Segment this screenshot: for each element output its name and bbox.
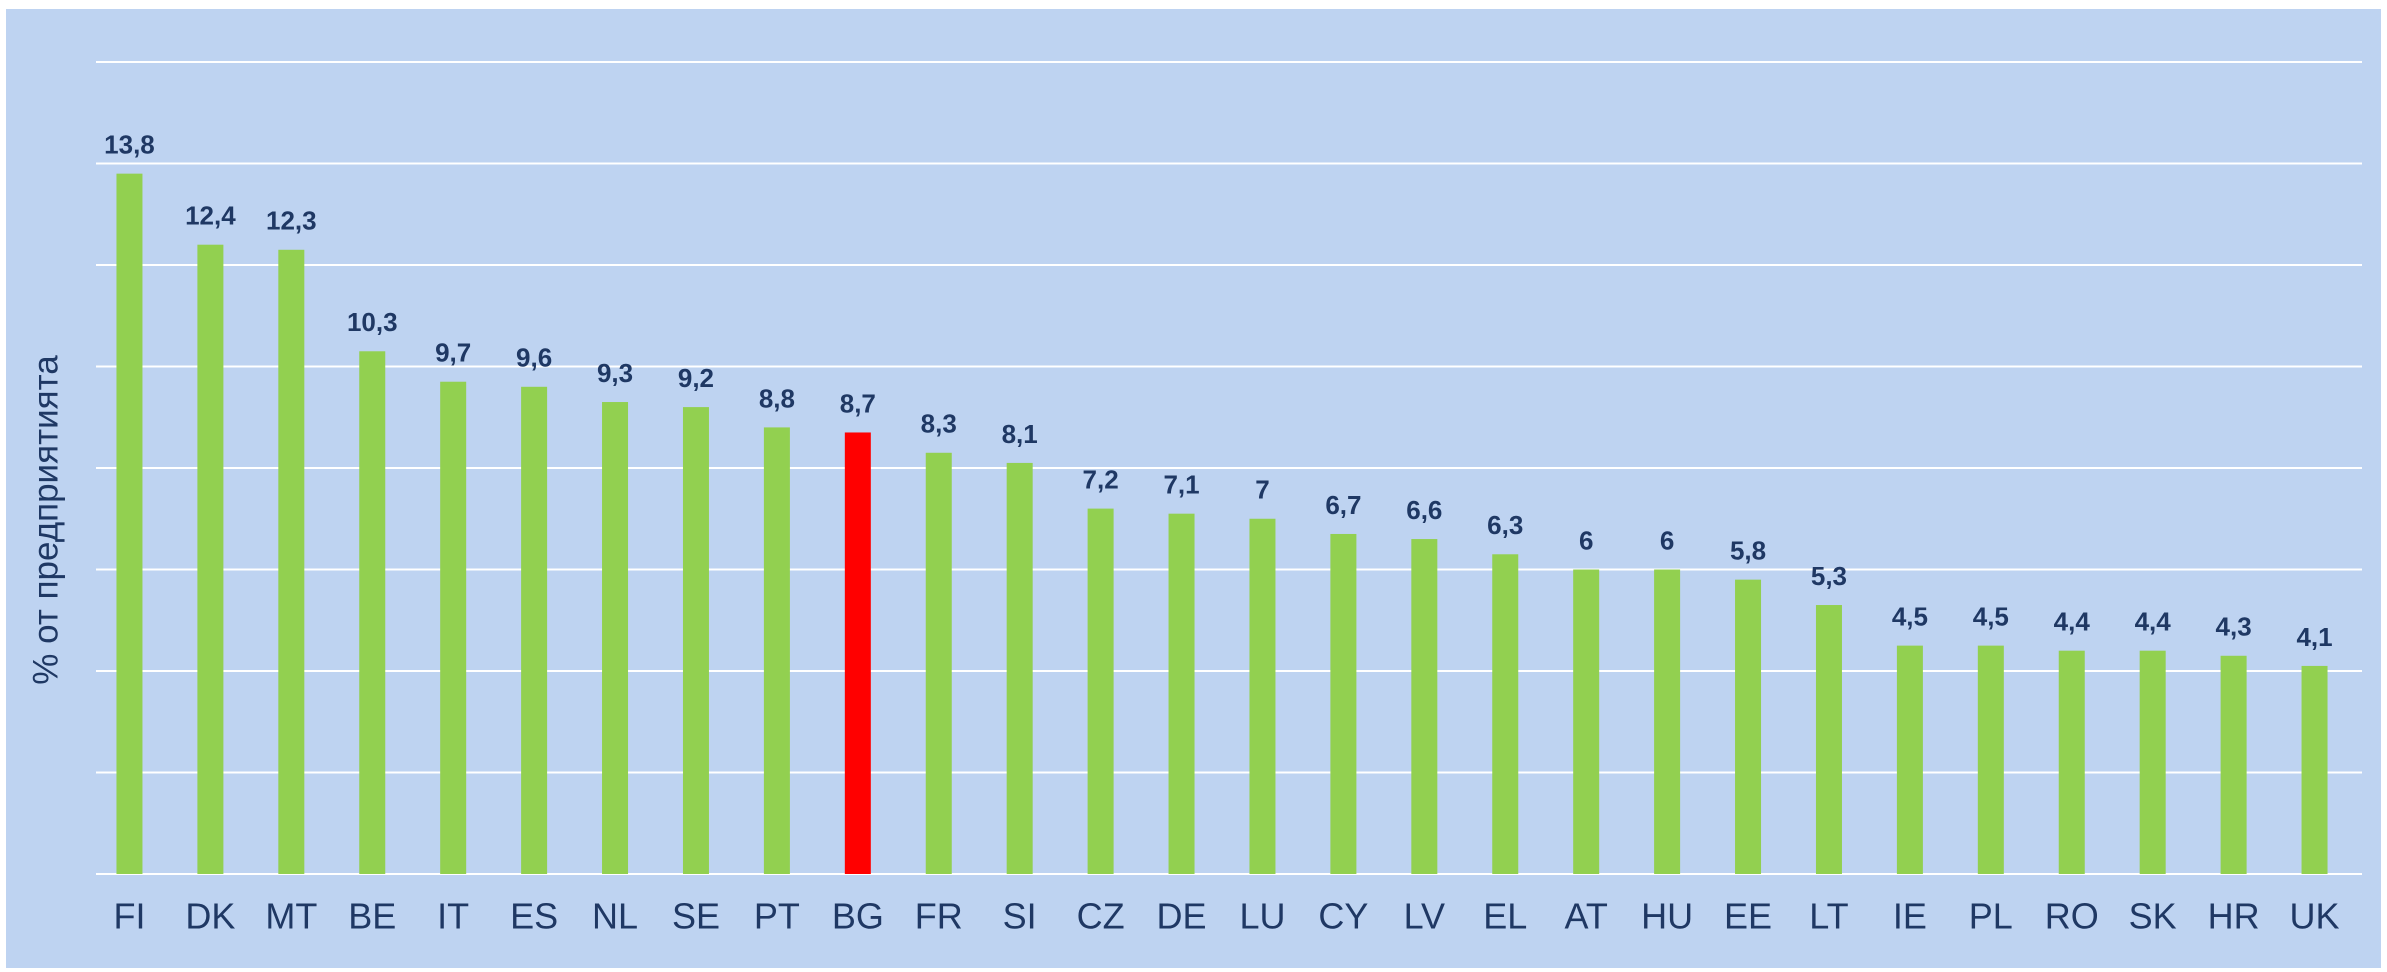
bar [1249,518,1276,874]
data-label: 4,5 [1892,602,1928,632]
data-label: 4,1 [2296,622,2332,652]
bar [2139,650,2166,874]
bar [1573,569,1600,874]
data-label: 9,2 [678,363,714,393]
data-label: 12,3 [266,206,317,236]
bar [1330,533,1357,874]
data-label: 7,2 [1083,464,1119,494]
x-tick-label: DE [1157,896,1207,937]
bar [197,244,224,874]
bar [925,452,952,874]
x-tick-label: HR [2208,896,2260,937]
x-tick-label: LV [1404,896,1445,937]
bar [1492,554,1519,874]
x-tick-label: SK [2129,896,2177,937]
data-label: 8,7 [840,388,876,418]
bar [602,402,629,874]
data-label: 8,3 [921,409,957,439]
data-label: 6 [1660,525,1674,555]
bar [1168,513,1195,874]
x-tick-label: DK [185,896,235,937]
bar [2220,655,2247,874]
data-label: 10,3 [347,307,398,337]
data-label: 4,5 [1973,602,2009,632]
data-label: 13,8 [104,130,155,160]
x-tick-label: FR [915,896,963,937]
x-tick-label: SE [672,896,720,937]
bar [1087,508,1114,874]
y-axis-label: % от предприятията [26,355,65,685]
data-label: 5,8 [1730,536,1766,566]
bar [278,249,305,874]
data-label: 6,3 [1487,510,1523,540]
data-label: 9,6 [516,343,552,373]
data-label: 7,1 [1163,470,1199,500]
x-tick-label: AT [1565,896,1608,937]
data-label: 4,3 [2216,612,2252,642]
x-tick-label: PL [1969,896,2013,937]
x-tick-label: CY [1318,896,1368,937]
data-label: 8,8 [759,383,795,413]
x-tick-label: BG [832,896,884,937]
x-tick-label: NL [592,896,638,937]
bar [1006,462,1033,874]
x-tick-label: HU [1641,896,1693,937]
x-tick-label: IE [1893,896,1927,937]
x-tick-label: RO [2045,896,2099,937]
x-tick-label: FI [113,896,145,937]
bar [440,381,467,874]
bar [844,432,871,874]
data-label: 12,4 [185,201,236,231]
bar [116,173,143,874]
x-tick-label: SI [1003,896,1037,937]
x-tick-label: EE [1724,896,1772,937]
bar [1411,539,1438,874]
data-label: 5,3 [1811,561,1847,591]
data-label: 4,4 [2054,607,2091,637]
data-label: 4,4 [2135,607,2172,637]
x-tick-label: LU [1239,896,1285,937]
bar [2301,665,2328,874]
x-tick-label: MT [265,896,317,937]
x-tick-label: PT [754,896,800,937]
x-tick-label: LT [1809,896,1848,937]
data-label: 7 [1255,475,1269,505]
data-label: 6 [1579,525,1593,555]
data-label: 6,6 [1406,495,1442,525]
bar [1654,569,1681,874]
x-tick-label: ES [510,896,558,937]
bar [1735,579,1762,874]
x-tick-label: BE [348,896,396,937]
bar [521,386,548,874]
bar [763,427,790,874]
data-label: 8,1 [1002,419,1038,449]
bar [682,407,709,874]
data-label: 9,3 [597,358,633,388]
x-tick-label: EL [1483,896,1527,937]
data-label: 6,7 [1325,490,1361,520]
bar [1896,645,1923,874]
x-tick-label: UK [2290,896,2340,937]
bar [359,351,386,874]
data-label: 9,7 [435,338,471,368]
x-tick-label: CZ [1077,896,1125,937]
bar [1977,645,2004,874]
bar [1815,605,1842,874]
bar [2058,650,2085,874]
x-tick-label: IT [437,896,469,937]
